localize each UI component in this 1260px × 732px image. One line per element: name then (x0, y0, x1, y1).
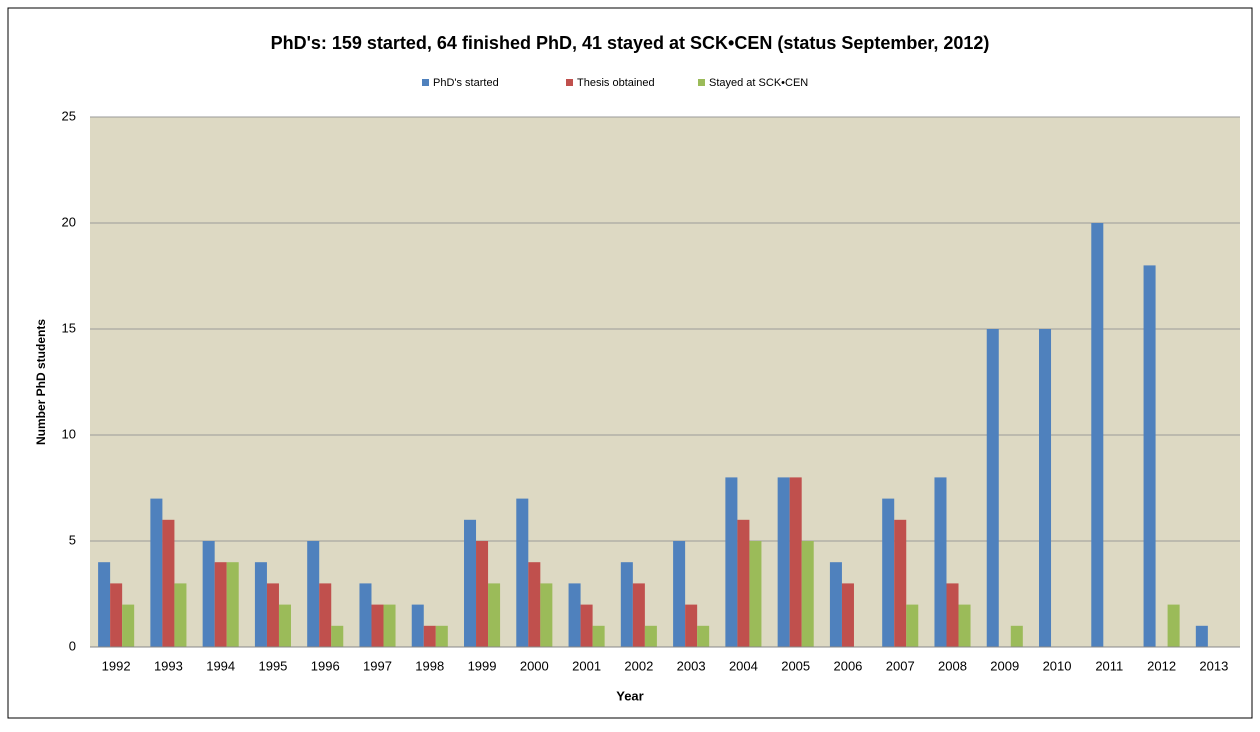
bar (632, 583, 645, 647)
x-tick-label: 2013 (1199, 658, 1228, 673)
bar (122, 604, 135, 647)
x-tick-label: 2005 (781, 658, 810, 673)
bar (801, 541, 814, 647)
x-tick-label: 1993 (154, 658, 183, 673)
x-tick-label: 2003 (677, 658, 706, 673)
legend-label: Stayed at SCK•CEN (709, 77, 808, 89)
bar (371, 604, 384, 647)
x-tick-label: 2012 (1147, 658, 1176, 673)
bar (1195, 625, 1208, 647)
bar (568, 583, 581, 647)
bar (777, 477, 790, 647)
bar (673, 541, 686, 647)
bar (174, 583, 187, 647)
bar (1010, 625, 1023, 647)
legend-label: PhD's started (433, 77, 499, 89)
bar (435, 625, 448, 647)
bar (202, 541, 215, 647)
chart-title: PhD's: 159 started, 64 finished PhD, 41 … (271, 33, 990, 53)
x-tick-label: 2010 (1043, 658, 1072, 673)
bar (725, 477, 738, 647)
bar (162, 519, 175, 647)
bar (958, 604, 971, 647)
bar (150, 498, 163, 647)
x-tick-label: 2008 (938, 658, 967, 673)
bar (946, 583, 959, 647)
bar (516, 498, 529, 647)
y-tick-label: 20 (62, 214, 76, 229)
bar (254, 562, 267, 647)
y-tick-label: 5 (69, 532, 76, 547)
bar (841, 583, 854, 647)
bar (528, 562, 541, 647)
x-tick-label: 2009 (990, 658, 1019, 673)
bar (906, 604, 919, 647)
bar (620, 562, 633, 647)
bar (278, 604, 291, 647)
bar (1039, 329, 1052, 647)
x-tick-label: 2007 (886, 658, 915, 673)
x-tick-label: 1998 (415, 658, 444, 673)
x-tick-label: 1994 (206, 658, 235, 673)
bar (476, 541, 489, 647)
bar (266, 583, 279, 647)
x-tick-label: 1996 (311, 658, 340, 673)
bar (697, 625, 710, 647)
bar (423, 625, 436, 647)
bar (894, 519, 907, 647)
bar (98, 562, 111, 647)
bar (737, 519, 750, 647)
bar (214, 562, 227, 647)
bar (580, 604, 593, 647)
bar (1091, 223, 1104, 647)
y-tick-label: 25 (62, 108, 76, 123)
x-axis-label: Year (616, 688, 643, 703)
legend-swatch (566, 79, 573, 86)
bar (986, 329, 999, 647)
bar (307, 541, 320, 647)
bar (110, 583, 123, 647)
bar (464, 519, 477, 647)
x-tick-label: 2000 (520, 658, 549, 673)
bar (829, 562, 842, 647)
bar (882, 498, 895, 647)
bar (685, 604, 698, 647)
bar (226, 562, 239, 647)
bar (383, 604, 396, 647)
bar (331, 625, 344, 647)
bar (934, 477, 947, 647)
bar (488, 583, 501, 647)
bar (1143, 265, 1156, 647)
bar (1167, 604, 1180, 647)
x-tick-label: 2002 (624, 658, 653, 673)
y-tick-label: 0 (69, 638, 76, 653)
bar (540, 583, 553, 647)
x-tick-label: 1992 (102, 658, 131, 673)
x-tick-label: 2004 (729, 658, 758, 673)
x-tick-label: 2001 (572, 658, 601, 673)
legend-swatch (422, 79, 429, 86)
bar (789, 477, 802, 647)
legend-swatch (698, 79, 705, 86)
legend-label: Thesis obtained (577, 77, 655, 89)
bar (749, 541, 762, 647)
bar (644, 625, 657, 647)
x-tick-label: 1997 (363, 658, 392, 673)
bar (359, 583, 372, 647)
x-tick-label: 2011 (1095, 658, 1123, 673)
x-tick-label: 1999 (468, 658, 497, 673)
bar (411, 604, 424, 647)
bar (592, 625, 605, 647)
bar (319, 583, 332, 647)
x-tick-label: 1995 (258, 658, 287, 673)
x-tick-label: 2006 (833, 658, 862, 673)
y-tick-label: 15 (62, 320, 76, 335)
y-axis-label: Number PhD students (34, 319, 48, 445)
y-tick-label: 10 (62, 426, 76, 441)
